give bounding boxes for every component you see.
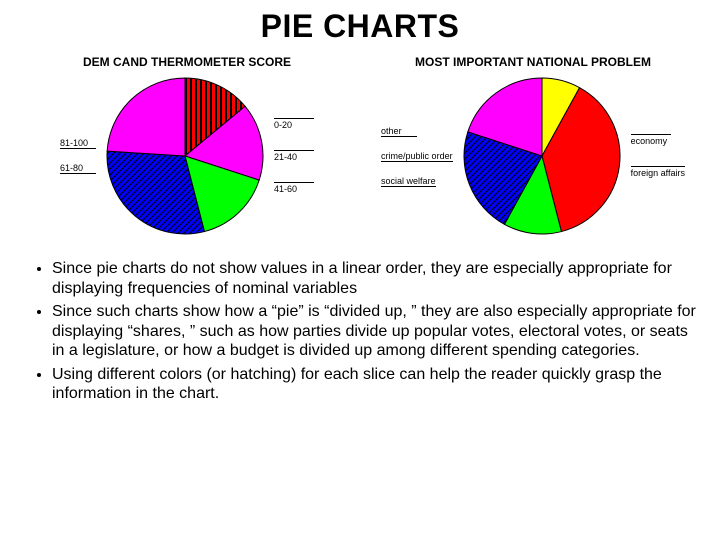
pie-chart-left bbox=[100, 71, 270, 241]
slice-label: 0-20 bbox=[274, 118, 314, 130]
page-title: PIE CHARTS bbox=[18, 8, 702, 45]
chart-right-labels-left: other crime/public order social welfare bbox=[381, 126, 453, 187]
slice-label: other bbox=[381, 126, 417, 137]
chart-left-labels-right: 0-20 21-40 41-60 bbox=[274, 118, 314, 194]
pie-slice bbox=[107, 78, 185, 156]
chart-left-col: DEM CAND THERMOMETER SCORE 81-100 61-80 … bbox=[18, 51, 356, 241]
chart-left-title: DEM CAND THERMOMETER SCORE bbox=[83, 55, 291, 69]
slice-label: 81-100 bbox=[60, 138, 96, 149]
slice-label: 21-40 bbox=[274, 150, 314, 162]
chart-right-title: MOST IMPORTANT NATIONAL PROBLEM bbox=[415, 55, 651, 69]
charts-row: DEM CAND THERMOMETER SCORE 81-100 61-80 … bbox=[18, 51, 702, 241]
slice-label: 41-60 bbox=[274, 182, 314, 194]
slice-label: social welfare bbox=[381, 176, 436, 187]
chart-right-labels-right: economy foreign affairs bbox=[631, 134, 685, 178]
bullet-item: Since pie charts do not show values in a… bbox=[52, 259, 696, 298]
chart-left-wrap: 81-100 61-80 0-20 21-40 41-60 bbox=[60, 71, 314, 241]
bullet-list: Since pie charts do not show values in a… bbox=[24, 259, 696, 404]
bullet-item: Using different colors (or hatching) for… bbox=[52, 365, 696, 404]
chart-right-col: MOST IMPORTANT NATIONAL PROBLEM other cr… bbox=[364, 51, 702, 241]
bullet-item: Since such charts show how a “pie” is “d… bbox=[52, 302, 696, 361]
pie-chart-right bbox=[457, 71, 627, 241]
slice-label: economy bbox=[631, 134, 671, 146]
slice-label: foreign affairs bbox=[631, 166, 685, 178]
chart-right-wrap: other crime/public order social welfare … bbox=[381, 71, 685, 241]
chart-left-labels-left: 81-100 61-80 bbox=[60, 138, 96, 174]
slice-label: crime/public order bbox=[381, 151, 453, 162]
slice-label: 61-80 bbox=[60, 163, 96, 174]
